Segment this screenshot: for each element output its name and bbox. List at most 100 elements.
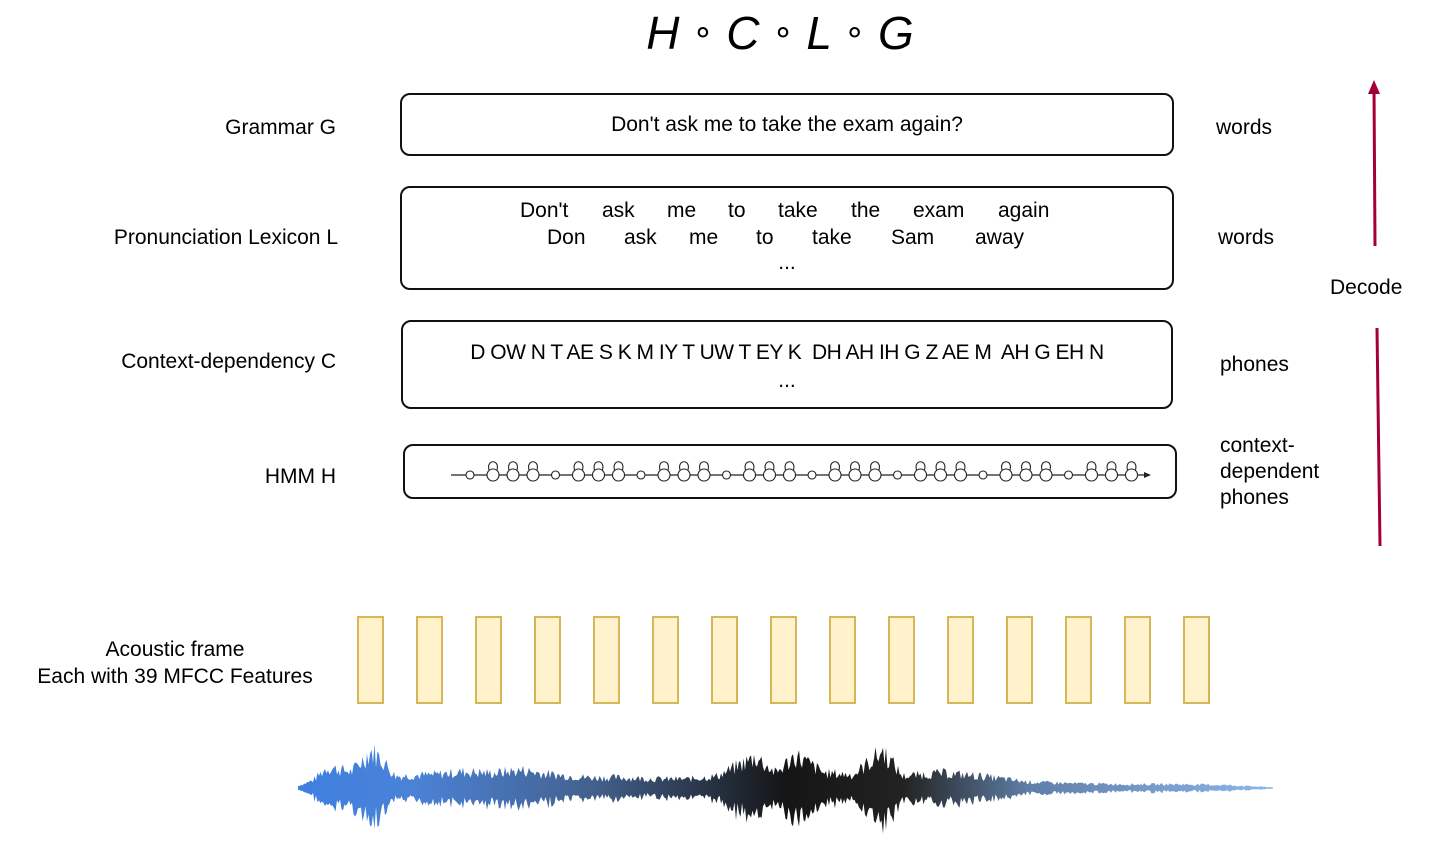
hmm-state: [953, 468, 968, 482]
hmm-self-loop: [764, 461, 775, 471]
hmm-self-loop: [488, 461, 498, 471]
hmm-boundary-state: [978, 470, 988, 480]
hmm-state: [486, 468, 500, 482]
lexicon-word: take: [812, 226, 852, 249]
hmm-boundary-state: [721, 470, 732, 480]
hmm-state: [1084, 468, 1099, 482]
lexicon-word: ask: [602, 199, 635, 222]
hmm-state: [933, 468, 948, 482]
hmm-state: [868, 468, 882, 482]
hmm-state: [762, 468, 777, 482]
context-ellipsis: ...: [778, 369, 796, 392]
hmm-state: [611, 468, 626, 482]
acoustic-frame: [829, 616, 856, 704]
hmm-self-loop: [1106, 461, 1117, 471]
hmm-self-loop: [830, 461, 840, 471]
lexicon-ellipsis: ...: [778, 251, 796, 274]
acoustic-frame: [1006, 616, 1033, 704]
hmm-self-loop: [528, 461, 538, 471]
pipeline-formula: H ∘ C ∘ L ∘ G: [0, 6, 1440, 60]
context-unit: phones: [1220, 353, 1289, 376]
hmm-boundary-state: [1063, 470, 1074, 480]
hmm-self-loop: [1126, 461, 1137, 471]
acoustic-frame: [711, 616, 738, 704]
hmm-state: [697, 468, 711, 482]
hmm-self-loop: [573, 461, 584, 471]
hmm-unit: context- dependent phones: [1220, 433, 1319, 511]
hmm-state: [526, 468, 540, 482]
waveform-envelope: [298, 744, 1273, 834]
hmm-unit-line: phones: [1220, 486, 1289, 509]
hmm-boundary-state: [892, 470, 903, 480]
formula-l: L: [806, 7, 832, 59]
lexicon-unit: words: [1218, 226, 1275, 249]
hmm-self-loop: [593, 461, 604, 471]
lexicon-word: to: [728, 199, 746, 222]
hmm-boundary-state: [636, 470, 646, 480]
compose-operator: ∘: [772, 13, 794, 51]
context-phones: D OW N T AE S K M IY T UW T EY K DH AH I…: [470, 341, 1104, 364]
lexicon-word: Don: [547, 226, 586, 249]
grammar-label: Grammar G: [225, 116, 336, 139]
hmm-self-loop: [870, 461, 880, 471]
acoustic-frame: [357, 616, 384, 704]
hmm-state: [1124, 468, 1139, 482]
lexicon-word: the: [851, 199, 881, 222]
hmm-self-loop: [784, 461, 795, 471]
decode-arrow-upper: [1372, 85, 1377, 247]
hmm-self-loop: [508, 461, 518, 471]
hmm-state: [999, 468, 1013, 482]
hmm-state: [1019, 468, 1033, 482]
formula-c: C: [726, 7, 760, 59]
acoustic-caption-line2: Each with 39 MFCC Features: [37, 665, 313, 688]
hmm-self-loop: [915, 461, 926, 471]
hmm-self-loop: [1041, 461, 1051, 471]
lexicon-word: take: [778, 199, 818, 222]
acoustic-frame: [947, 616, 974, 704]
compose-operator: ∘: [843, 13, 866, 51]
hmm-self-loop: [935, 461, 946, 471]
context-box: D OW N T AE S K M IY T UW T EY K DH AH I…: [401, 320, 1173, 409]
lexicon-word: to: [756, 226, 774, 249]
hmm-self-loop: [679, 461, 689, 471]
hmm-state: [506, 468, 520, 482]
hmm-boundary-state: [550, 470, 561, 480]
lexicon-word: exam: [913, 199, 965, 222]
lexicon-box: Don't ask me to take the exam again Don …: [400, 186, 1174, 290]
acoustic-frame: [1124, 616, 1151, 704]
hmm-unit-line: dependent: [1220, 460, 1320, 483]
hmm-self-loop: [744, 461, 755, 471]
lexicon-word: me: [667, 199, 697, 222]
speech-waveform: [298, 744, 1273, 834]
acoustic-frame: [888, 616, 915, 704]
hmm-state: [742, 468, 757, 482]
lexicon-label: Pronunciation Lexicon L: [113, 226, 338, 249]
hmm-state: [1039, 468, 1053, 482]
lexicon-word: me: [689, 226, 719, 249]
hmm-state: [828, 468, 842, 482]
hmm-state: [913, 468, 928, 482]
acoustic-frame: [770, 616, 797, 704]
hmm-state: [657, 468, 671, 482]
acoustic-frame: [652, 616, 679, 704]
decode-label: Decode: [1330, 276, 1403, 299]
hmm-self-loop: [1021, 461, 1031, 471]
acoustic-frame: [593, 616, 620, 704]
hmm-state: [848, 468, 862, 482]
lexicon-word: Don't: [520, 199, 569, 222]
grammar-sentence: Don't ask me to take the exam again?: [611, 113, 963, 136]
hmm-state: [591, 468, 606, 482]
hmm-box: [403, 444, 1177, 499]
grammar-box: Don't ask me to take the exam again?: [400, 93, 1174, 156]
hmm-state: [1104, 468, 1119, 482]
acoustic-frame: [534, 616, 561, 704]
hmm-self-loop: [699, 461, 709, 471]
compose-operator: ∘: [692, 13, 714, 51]
lexicon-word: Sam: [891, 226, 935, 249]
hmm-state: [677, 468, 691, 482]
hmm-unit-line: context-: [1220, 434, 1295, 457]
acoustic-frame: [416, 616, 443, 704]
hmm-boundary-state: [807, 470, 817, 480]
hmm-self-loop: [1086, 461, 1097, 471]
lexicon-word: again: [998, 199, 1050, 222]
